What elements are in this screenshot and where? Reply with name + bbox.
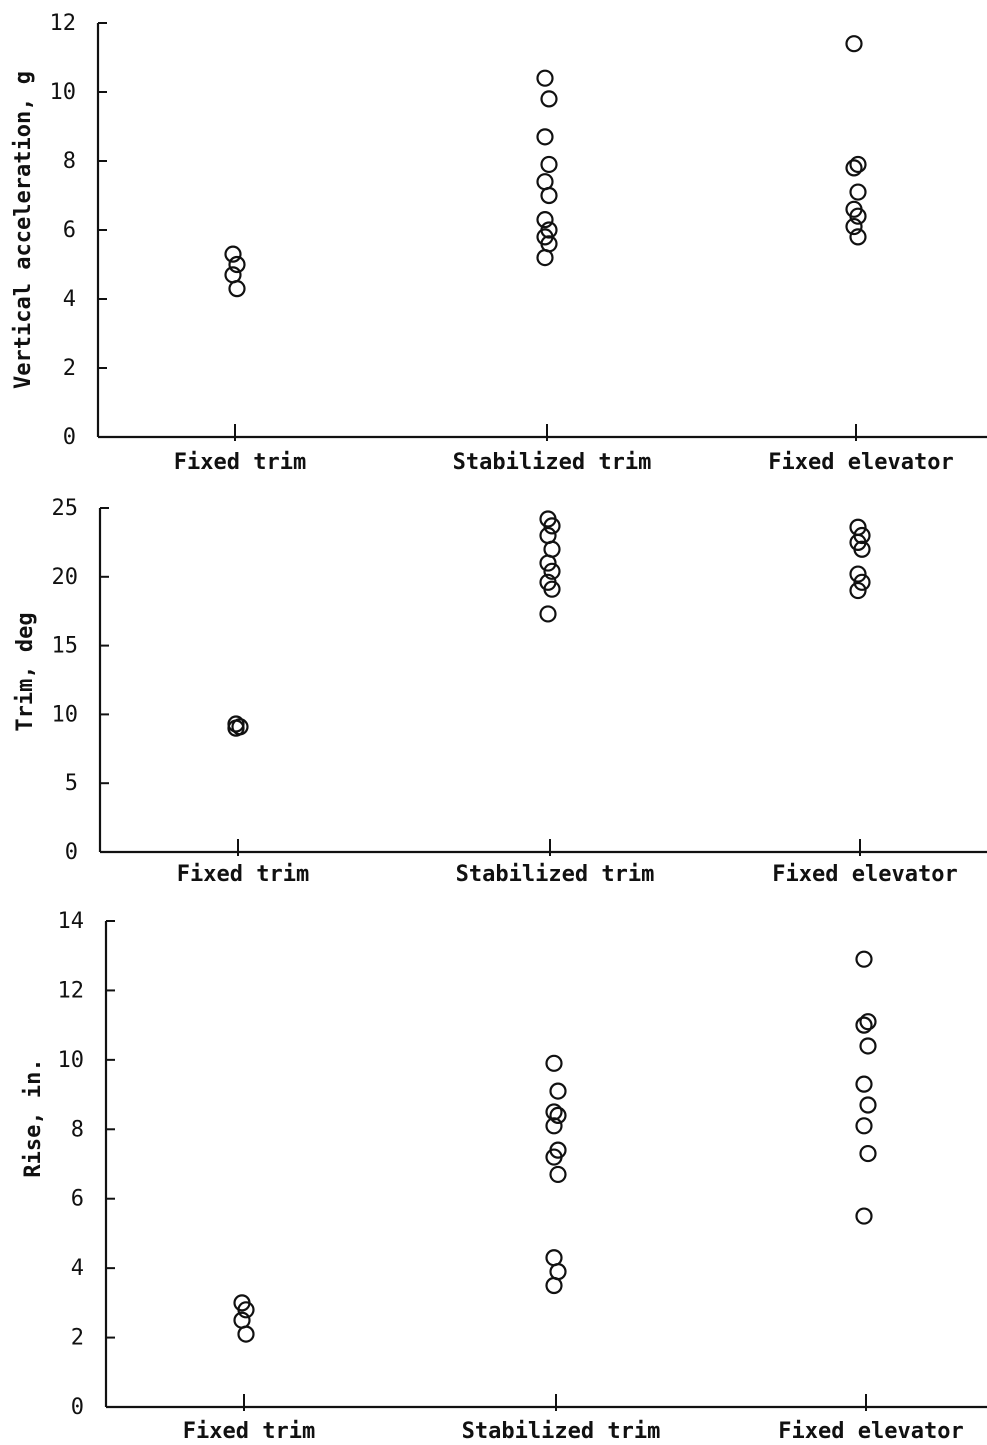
x-category-label: Fixed elevator <box>768 450 953 475</box>
y-tick-label: 10 <box>58 1048 85 1073</box>
data-point <box>549 1263 567 1281</box>
data-point <box>845 217 863 236</box>
data-point <box>237 1301 255 1319</box>
x-category-label: Fixed elevator <box>778 1419 963 1444</box>
data-point <box>545 1054 563 1072</box>
chart-panel: 0 5 10 15 20 25 Trim, deg Fixed trim Stabilized … <box>13 496 987 887</box>
data-point <box>536 211 554 229</box>
x-category-label: Fixed elevator <box>772 862 957 887</box>
data-point <box>855 1117 873 1135</box>
data-point <box>849 155 867 174</box>
y-tick-label: 10 <box>50 80 77 105</box>
data-point <box>228 255 246 274</box>
data-point <box>849 228 867 246</box>
y-tick-label: 2 <box>63 356 76 381</box>
data-point <box>224 245 242 263</box>
y-tick-label: 8 <box>71 1117 84 1142</box>
y-tick-label: 6 <box>63 218 76 243</box>
y-tick-label: 25 <box>52 496 79 521</box>
y-tick-label: 10 <box>52 702 79 727</box>
data-point <box>549 1165 567 1184</box>
y-tick-label: 6 <box>71 1187 84 1212</box>
data-point <box>539 526 557 545</box>
data-point <box>855 950 873 968</box>
data-point <box>539 554 557 572</box>
data-point <box>540 90 558 108</box>
y-tick-label: 4 <box>71 1256 84 1281</box>
data-point <box>543 580 561 598</box>
data-point <box>849 207 867 225</box>
data-point <box>855 1207 873 1225</box>
data-point <box>853 540 871 558</box>
data-point <box>549 1106 567 1125</box>
data-point <box>859 1096 877 1114</box>
y-tick-label: 12 <box>50 11 77 36</box>
data-point <box>859 1037 877 1055</box>
y-tick-label: 14 <box>58 909 85 934</box>
data-point <box>228 280 246 298</box>
data-point <box>545 1117 563 1135</box>
data-point <box>543 540 561 558</box>
x-category-label: Fixed trim <box>183 1419 315 1444</box>
x-category-label: Fixed trim <box>177 862 309 887</box>
data-point <box>855 1016 873 1034</box>
data-point <box>540 186 558 205</box>
y-axis-label: Vertical acceleration, g <box>11 71 36 389</box>
data-point <box>237 1325 255 1343</box>
y-tick-label: 20 <box>52 565 79 590</box>
data-point <box>543 562 561 580</box>
x-category-label: Fixed trim <box>174 450 306 475</box>
data-point <box>545 1249 563 1267</box>
data-point <box>536 69 554 87</box>
data-point <box>545 1103 563 1121</box>
data-point <box>849 565 867 583</box>
data-point <box>849 183 867 201</box>
y-tick-label: 5 <box>65 771 78 796</box>
y-axis-label: Rise, in. <box>21 1058 46 1177</box>
data-point <box>545 1276 563 1295</box>
y-tick-label: 4 <box>63 287 76 312</box>
y-tick-label: 0 <box>65 840 78 865</box>
data-point <box>845 35 863 53</box>
data-point <box>859 1144 877 1163</box>
y-tick-label: 8 <box>63 149 76 174</box>
y-tick-label: 15 <box>52 634 79 659</box>
data-point <box>543 517 561 535</box>
chart-panel: 0 2 4 6 8 10 12 14 Rise, in. Fixed trim Stabilized… <box>21 909 987 1444</box>
data-point <box>855 1075 873 1093</box>
data-point <box>539 605 557 623</box>
data-point <box>845 159 863 177</box>
y-tick-label: 0 <box>71 1395 84 1420</box>
data-point <box>545 1148 563 1166</box>
data-point <box>549 1082 567 1100</box>
data-point <box>859 1013 877 1031</box>
data-point <box>536 249 554 267</box>
y-axis-label: Trim, deg <box>13 612 38 731</box>
x-category-label: Stabilized trim <box>453 450 652 475</box>
x-category-label: Stabilized trim <box>456 862 655 887</box>
data-point <box>853 573 871 591</box>
chart-panel: 0 2 4 6 8 10 12 Vertical acceleration, g Fixed t… <box>11 11 987 475</box>
data-point <box>227 719 245 737</box>
y-tick-label: 0 <box>63 425 76 450</box>
y-tick-label: 12 <box>58 978 85 1003</box>
data-point <box>849 581 867 600</box>
data-point <box>540 155 558 174</box>
data-point <box>536 173 554 191</box>
data-point <box>536 128 554 146</box>
x-category-label: Stabilized trim <box>462 1419 661 1444</box>
y-tick-label: 2 <box>71 1326 84 1351</box>
